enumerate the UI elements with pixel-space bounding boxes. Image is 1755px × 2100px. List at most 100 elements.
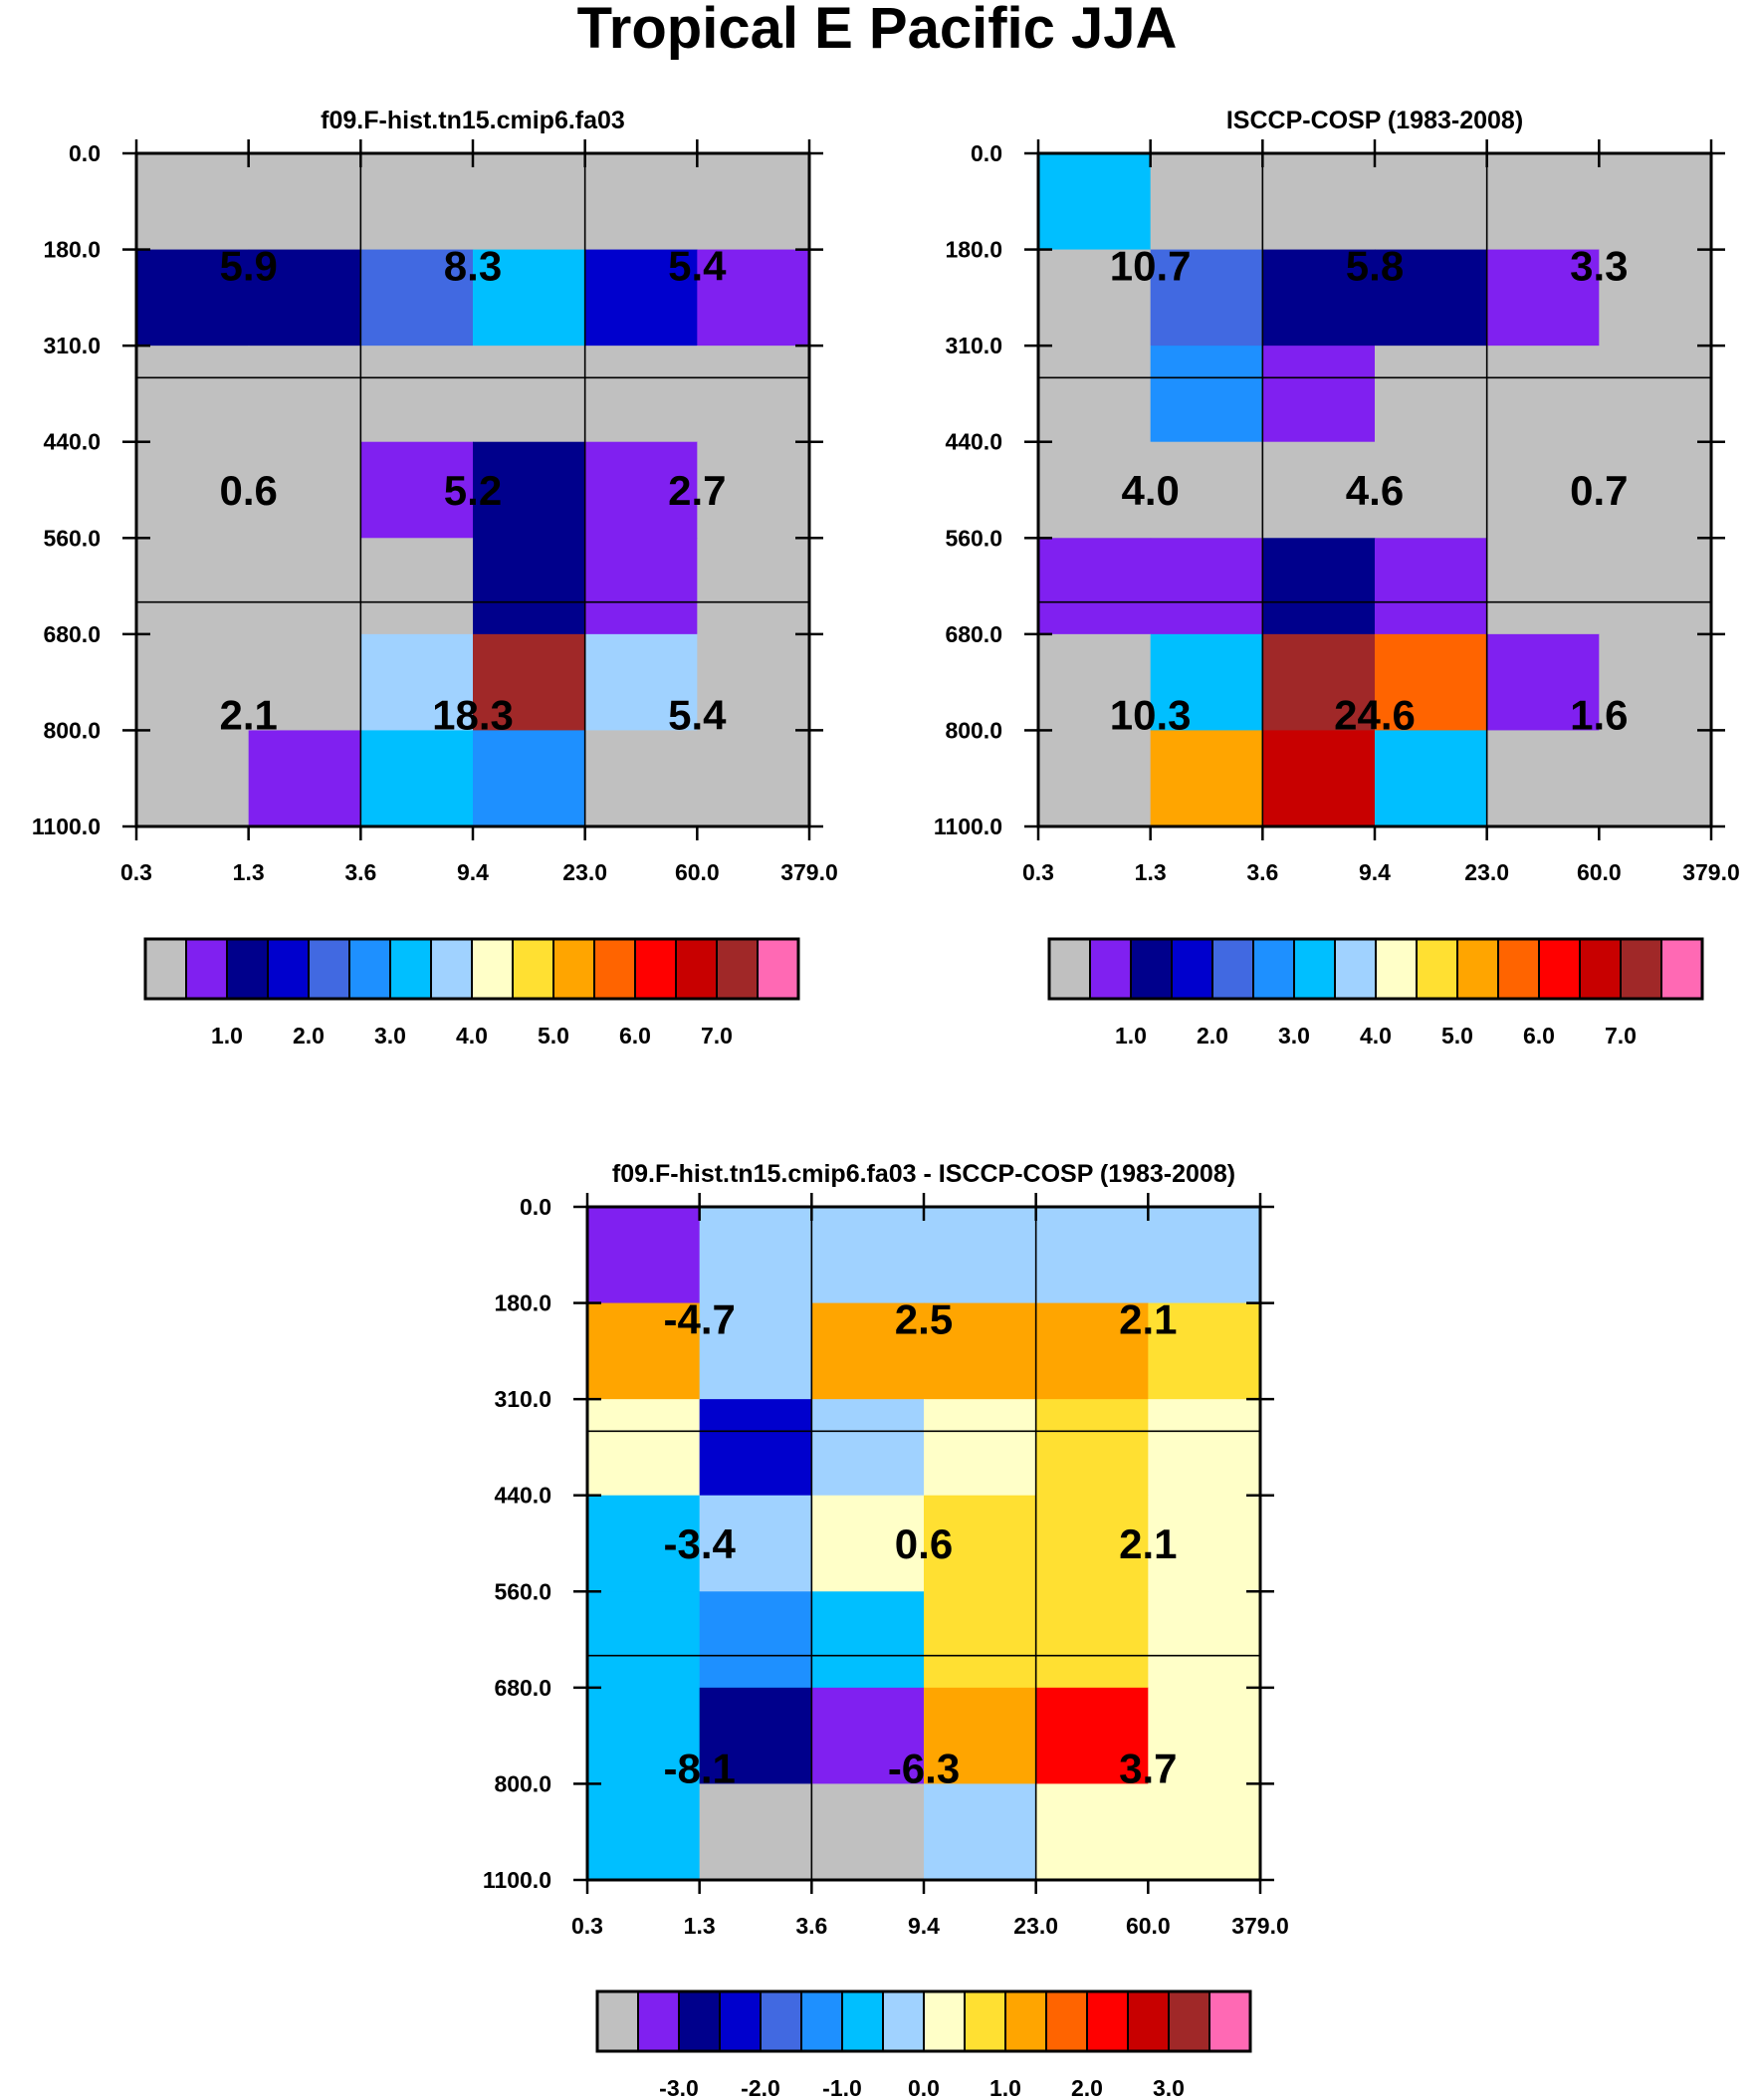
colorbar-swatch bbox=[389, 938, 432, 1000]
heatmap-cell bbox=[473, 249, 586, 347]
heatmap-cell bbox=[136, 249, 250, 347]
heatmap-cell bbox=[248, 538, 361, 635]
heatmap-cell bbox=[1035, 1399, 1149, 1497]
colorbar-swatch bbox=[675, 938, 718, 1000]
block-value-label: -8.1 bbox=[663, 1745, 735, 1791]
heatmap-cell bbox=[1150, 730, 1263, 827]
y-tick-label: 440.0 bbox=[494, 1483, 551, 1509]
colorbar-swatch bbox=[1620, 938, 1662, 1000]
heatmap-cell bbox=[1599, 633, 1712, 732]
colorbar-swatch bbox=[1086, 1990, 1129, 2052]
heatmap-cell bbox=[1148, 1783, 1261, 1881]
heatmap-cell bbox=[1486, 441, 1600, 539]
heatmap-cell bbox=[1375, 633, 1488, 732]
colorbar-label: 6.0 bbox=[619, 1023, 651, 1049]
x-tick-label: 3.6 bbox=[1246, 859, 1278, 885]
heatmap-cell bbox=[1150, 538, 1263, 635]
colorbar-swatch bbox=[144, 938, 187, 1000]
heatmap-cell bbox=[248, 346, 361, 443]
heatmap-cell bbox=[473, 633, 586, 732]
heatmap-cell bbox=[811, 1591, 925, 1689]
x-tick-label: 3.6 bbox=[795, 1913, 827, 1939]
heatmap-cell bbox=[1599, 153, 1712, 251]
colorbar-swatch bbox=[757, 938, 799, 1000]
heatmap-cell bbox=[699, 1591, 812, 1689]
colorbar-swatch bbox=[760, 1990, 802, 2052]
y-tick-label: 560.0 bbox=[494, 1578, 551, 1604]
heatmap-cell bbox=[1038, 633, 1152, 732]
colorbar-label: 4.0 bbox=[456, 1023, 488, 1049]
heatmap-cell bbox=[811, 1207, 925, 1304]
heatmap-cell bbox=[1035, 1207, 1149, 1304]
y-tick-label: 1100.0 bbox=[32, 814, 101, 839]
colorbar-label: 4.0 bbox=[1360, 1023, 1392, 1049]
colorbar-swatch bbox=[1456, 938, 1499, 1000]
heatmap-cell bbox=[1375, 249, 1488, 347]
heatmap-cell bbox=[811, 1399, 925, 1497]
colorbar-swatch bbox=[841, 1990, 884, 2052]
x-tick-label: 23.0 bbox=[1464, 859, 1509, 885]
heatmap-cell bbox=[584, 153, 698, 251]
heatmap-cell bbox=[587, 1207, 701, 1304]
heatmap-cell bbox=[1486, 249, 1600, 347]
colorbar-swatch bbox=[719, 1990, 762, 2052]
heatmap-cell bbox=[248, 153, 361, 251]
heatmap-cell bbox=[1035, 1591, 1149, 1689]
block-value-label: -4.7 bbox=[663, 1296, 735, 1343]
x-tick-label: 23.0 bbox=[562, 859, 607, 885]
heatmap-cell bbox=[811, 1783, 925, 1881]
colorbar-frame bbox=[595, 1989, 1252, 2053]
heatmap-cell bbox=[699, 1302, 812, 1400]
heatmap-cell bbox=[584, 346, 698, 443]
colorbar-swatch bbox=[1130, 938, 1173, 1000]
heatmap-cell bbox=[1486, 538, 1600, 635]
block-value-label: 0.6 bbox=[219, 467, 277, 514]
heatmap-cell bbox=[1599, 249, 1712, 347]
x-tick-label: 1.3 bbox=[233, 859, 265, 885]
heatmap-cell bbox=[1148, 1591, 1261, 1689]
heatmap-cell bbox=[587, 1302, 701, 1400]
heatmap-cell bbox=[1038, 346, 1152, 443]
colorbar-label: 1.0 bbox=[211, 1023, 243, 1049]
heatmap-cell bbox=[248, 441, 361, 539]
colorbar-swatch bbox=[1497, 938, 1540, 1000]
heatmap-cell bbox=[697, 441, 810, 539]
colorbar-swatch bbox=[1334, 938, 1377, 1000]
heatmap-cell bbox=[587, 1783, 701, 1881]
panel-1: f09.F-hist.tn15.cmip6.fa03 0.0 180.0 310.0 4… bbox=[32, 107, 838, 1049]
heatmap-cell bbox=[584, 538, 698, 635]
x-tick-label: 3.6 bbox=[344, 859, 376, 885]
y-tick-label: 310.0 bbox=[494, 1386, 551, 1412]
colorbar-swatch bbox=[552, 938, 595, 1000]
heatmap-cell bbox=[1262, 346, 1376, 443]
heatmap-cell bbox=[1375, 441, 1488, 539]
block-value-label: 0.6 bbox=[895, 1520, 953, 1567]
heatmap-cell bbox=[811, 1302, 925, 1400]
heatmap-cell bbox=[584, 730, 698, 827]
colorbar-swatch bbox=[1211, 938, 1254, 1000]
heatmap-cell bbox=[587, 1591, 701, 1689]
heatmap-cell bbox=[1150, 441, 1263, 539]
heatmap-cell bbox=[1148, 1687, 1261, 1785]
y-tick-label: 800.0 bbox=[945, 717, 1002, 743]
block-value-label: -3.4 bbox=[663, 1520, 736, 1567]
block-value-label: 10.7 bbox=[1110, 243, 1192, 290]
colorbar-label: 3.0 bbox=[374, 1023, 406, 1049]
colorbar-swatch bbox=[1208, 1990, 1251, 2052]
heatmap-cell bbox=[699, 1399, 812, 1497]
heatmap-cell bbox=[1486, 633, 1600, 732]
heatmap-cell bbox=[1262, 538, 1376, 635]
heatmap-cell bbox=[924, 1783, 1037, 1881]
heatmap-cell bbox=[473, 153, 586, 251]
panel-2: ISCCP-COSP (1983-2008) 0.0 180.0 310.0 440.0… bbox=[934, 107, 1740, 1049]
heatmap-cell bbox=[699, 1207, 812, 1304]
heatmap-cell bbox=[136, 346, 250, 443]
block-value-label: -6.3 bbox=[888, 1745, 960, 1791]
heatmap-cell bbox=[699, 1495, 812, 1592]
heatmap-cell bbox=[1262, 249, 1376, 347]
heatmap-cell bbox=[136, 730, 250, 827]
colorbar-label: 2.0 bbox=[1197, 1023, 1228, 1049]
heatmap-cell bbox=[1375, 538, 1488, 635]
block-value-label: 10.3 bbox=[1110, 691, 1192, 738]
colorbar-swatch bbox=[308, 938, 350, 1000]
